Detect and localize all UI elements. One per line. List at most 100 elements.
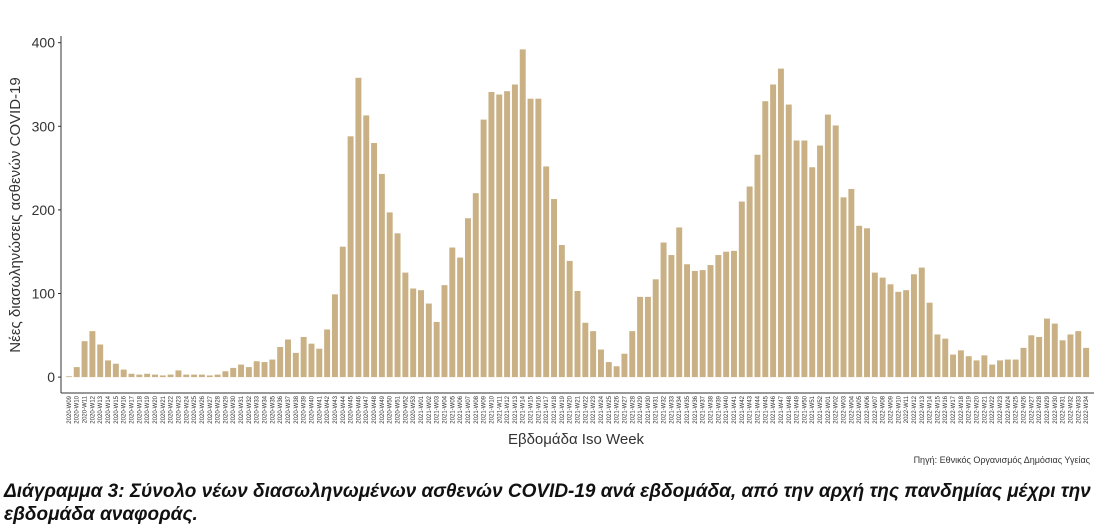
bar [167, 374, 174, 378]
y-tick-label: 400 [32, 35, 56, 51]
bar [292, 352, 299, 378]
x-tick-label: 2020-W48 [372, 395, 378, 423]
x-tick-label: 2022-W24 [1006, 395, 1012, 423]
bar [457, 257, 464, 378]
bar [347, 136, 354, 378]
bar [629, 331, 636, 378]
x-tick-label: 2022-W33 [1076, 395, 1082, 423]
bar [1004, 359, 1011, 378]
x-tick-label: 2021-W15 [529, 395, 535, 423]
caption: Διάγραμμα 3: Σύνολο νέων διασωληνωμένων … [4, 481, 1091, 525]
x-tick-label: 2020-W10 [75, 395, 81, 423]
bar [824, 114, 831, 378]
bar [253, 361, 260, 378]
x-tick-label: 2020-W26 [200, 395, 206, 423]
bar [410, 288, 417, 378]
bar [238, 364, 245, 378]
bar [934, 334, 941, 378]
x-tick-label: 2020-W22 [169, 395, 175, 423]
y-axis-title: Νέες διασωληνώσεις ασθενών COVID-19 [7, 77, 24, 352]
bar [809, 167, 816, 378]
x-tick-label: 2020-W27 [208, 395, 214, 423]
bar [864, 228, 870, 378]
x-tick-label: 2021-W36 [693, 395, 699, 423]
x-tick-label: 2020-W53 [411, 395, 417, 423]
bar [222, 371, 229, 378]
bar [746, 186, 753, 378]
bar [1083, 347, 1090, 378]
bar [613, 366, 620, 378]
x-tick-label: 2021-W23 [591, 395, 597, 423]
x-tick-label: 2020-W50 [388, 395, 394, 423]
x-tick-label: 2022-W32 [1068, 395, 1074, 423]
x-tick-label: 2022-W22 [990, 395, 996, 423]
bar [566, 260, 573, 378]
bar [472, 193, 479, 378]
bar [425, 303, 432, 378]
bar [1020, 347, 1027, 378]
bar [981, 355, 988, 378]
bar [840, 197, 847, 378]
x-tick-label: 2022-W14 [928, 395, 934, 423]
bar [261, 362, 268, 378]
bar [950, 354, 957, 378]
bar [848, 189, 855, 378]
x-tick-label: 2020-W16 [122, 395, 128, 423]
bar [152, 374, 158, 378]
x-tick-label: 2021-W21 [576, 395, 582, 423]
x-tick-label: 2021-W27 [622, 395, 628, 423]
bar [668, 255, 675, 378]
bar [206, 375, 213, 378]
bar [731, 250, 737, 378]
bar [308, 343, 315, 378]
x-tick-label: 2021-W39 [716, 395, 722, 423]
x-tick-label: 2022-W18 [959, 395, 965, 423]
bar [551, 199, 557, 378]
x-tick-label: 2020-W23 [176, 395, 182, 423]
bar [277, 347, 284, 378]
bar [441, 285, 448, 378]
bar [738, 201, 745, 378]
bar [331, 294, 338, 378]
bar [300, 336, 307, 378]
x-tick-label: 2021-W02 [427, 395, 433, 423]
x-tick-label: 2020-W30 [231, 395, 237, 423]
x-tick-label: 2022-W03 [842, 395, 848, 423]
x-tick-label: 2021-W03 [435, 395, 441, 423]
x-tick-label: 2020-W28 [216, 395, 222, 423]
x-tick-label: 2021-W09 [482, 395, 488, 423]
bar [887, 284, 894, 378]
bar [879, 277, 886, 378]
bar [942, 338, 949, 378]
x-tick-label: 2021-W14 [521, 395, 527, 423]
x-tick-label: 2020-W43 [333, 395, 339, 423]
bar [770, 84, 777, 378]
x-tick-label: 2022-W26 [1021, 395, 1027, 423]
x-tick-label: 2021-W08 [474, 395, 480, 423]
bar [89, 331, 96, 378]
x-tick-label: 2021-W12 [505, 395, 511, 423]
x-tick-label: 2022-W12 [912, 395, 918, 423]
x-tick-label: 2020-W17 [130, 395, 136, 423]
bar [903, 290, 910, 378]
x-tick-label: 2022-W17 [951, 395, 957, 423]
x-tick-label: 2021-W01 [419, 395, 425, 423]
bar [997, 360, 1003, 378]
bar [590, 331, 597, 378]
x-tick-label: 2021-W10 [489, 395, 495, 423]
x-tick-label: 2022-W27 [1029, 395, 1035, 423]
x-tick-label: 2020-W19 [145, 395, 151, 423]
bar [558, 245, 565, 378]
bar [394, 233, 401, 378]
bar [363, 115, 370, 378]
x-tick-label: 2022-W08 [881, 395, 887, 423]
bar [371, 143, 378, 378]
bar [191, 374, 198, 378]
bar [801, 140, 808, 378]
x-tick-label: 2021-W37 [701, 395, 707, 423]
bar [1051, 323, 1058, 378]
x-tick-label: 2022-W31 [1061, 395, 1067, 423]
x-tick-label: 2020-W31 [239, 395, 245, 423]
bar [918, 267, 925, 378]
